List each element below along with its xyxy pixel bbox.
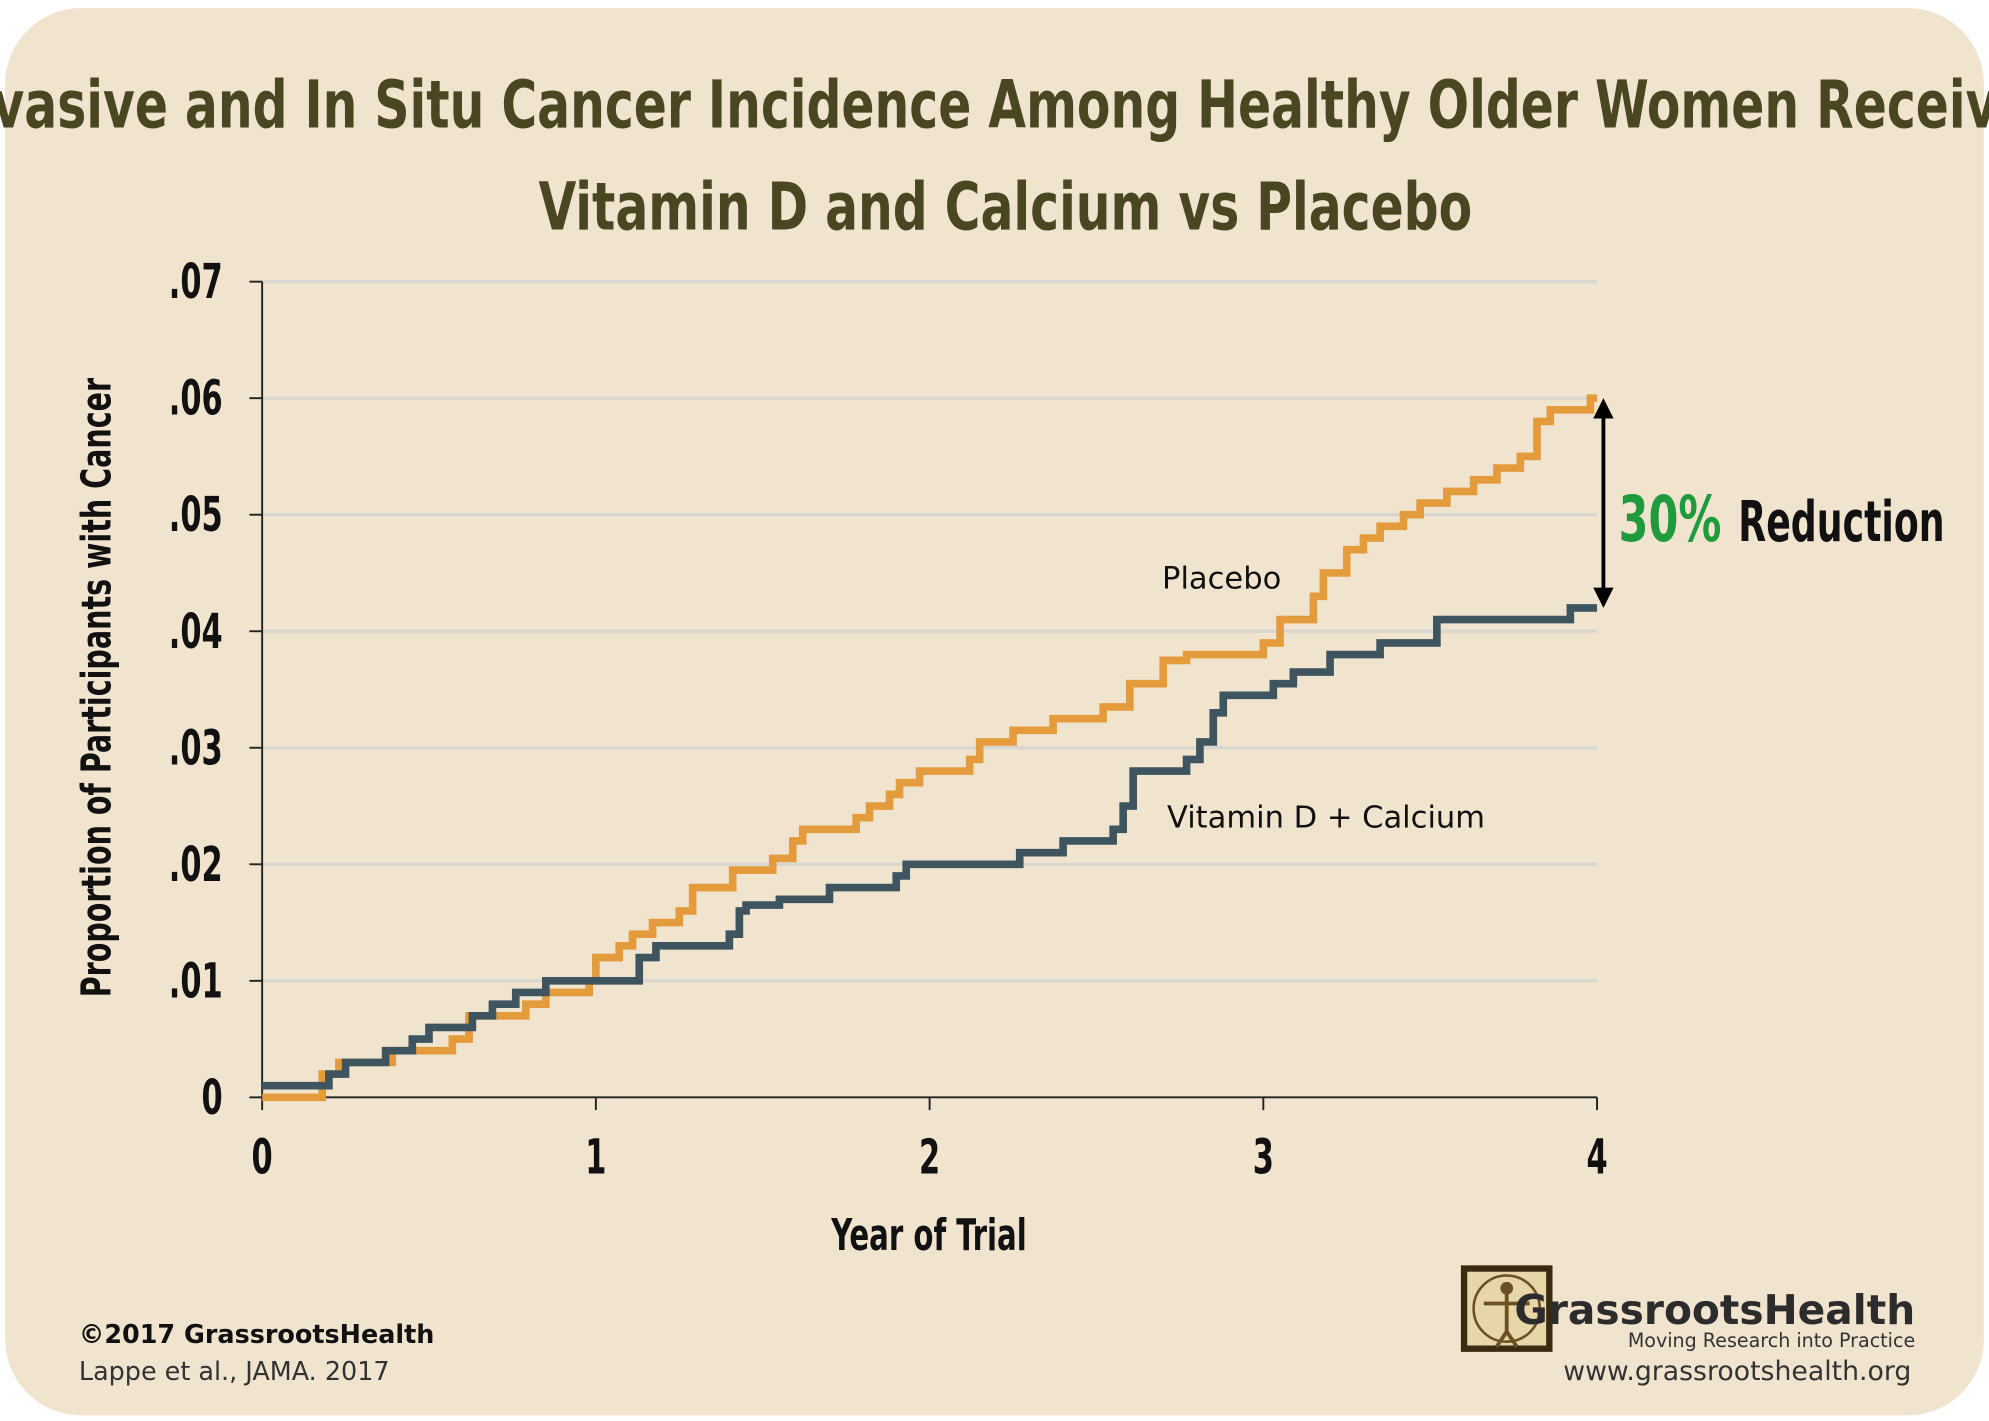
logo-tagline: Moving Research into Practice: [1628, 1330, 1915, 1352]
x-tick-label: 0: [252, 1129, 273, 1186]
series-label: Vitamin D + Calcium: [1167, 801, 1485, 836]
series-line: [262, 604, 1598, 1090]
arrow-head: [1593, 587, 1614, 608]
citation: Lappe et al., JAMA. 2017: [79, 1357, 390, 1387]
copyright: ©2017 GrassrootsHealth: [79, 1320, 434, 1350]
logo: [1460, 1265, 1553, 1352]
x-tick-label: 3: [1253, 1129, 1274, 1186]
y-tick-label: .04: [169, 603, 223, 660]
y-tick-label: .05: [169, 486, 223, 543]
y-tick-label: .02: [169, 836, 223, 893]
annotation: 30%: [1619, 484, 1722, 558]
logo-head: [1500, 1281, 1514, 1295]
logo-circle: [1472, 1274, 1542, 1343]
series-label: Placebo: [1162, 561, 1281, 596]
x-tick-label: 1: [585, 1129, 606, 1186]
y-tick-label: .03: [169, 719, 223, 776]
x-axis-label: Year of Trial: [830, 1212, 1026, 1262]
chart-title: Invasive and In Situ Cancer Incidence Am…: [0, 68, 1989, 145]
chart-title: Vitamin D and Calcium vs Placebo: [538, 169, 1472, 246]
annotation: Reduction: [1738, 490, 1944, 555]
background: [5, 8, 1984, 1416]
y-tick-label: .06: [169, 370, 223, 427]
y-tick-label: 0: [202, 1069, 223, 1126]
arrow-head: [1593, 398, 1614, 419]
logo-name: GrassrootsHealth: [1514, 1286, 1915, 1334]
logo-url: www.grassrootshealth.org: [1563, 1356, 1911, 1387]
logo-figure: [1483, 1283, 1530, 1348]
y-tick-label: .01: [169, 952, 223, 1009]
x-tick-label: 4: [1586, 1129, 1607, 1186]
y-tick-label: .07: [169, 253, 223, 310]
x-tick-label: 2: [919, 1129, 940, 1186]
y-axis-label: Proportion of Participants with Cancer: [73, 377, 121, 997]
